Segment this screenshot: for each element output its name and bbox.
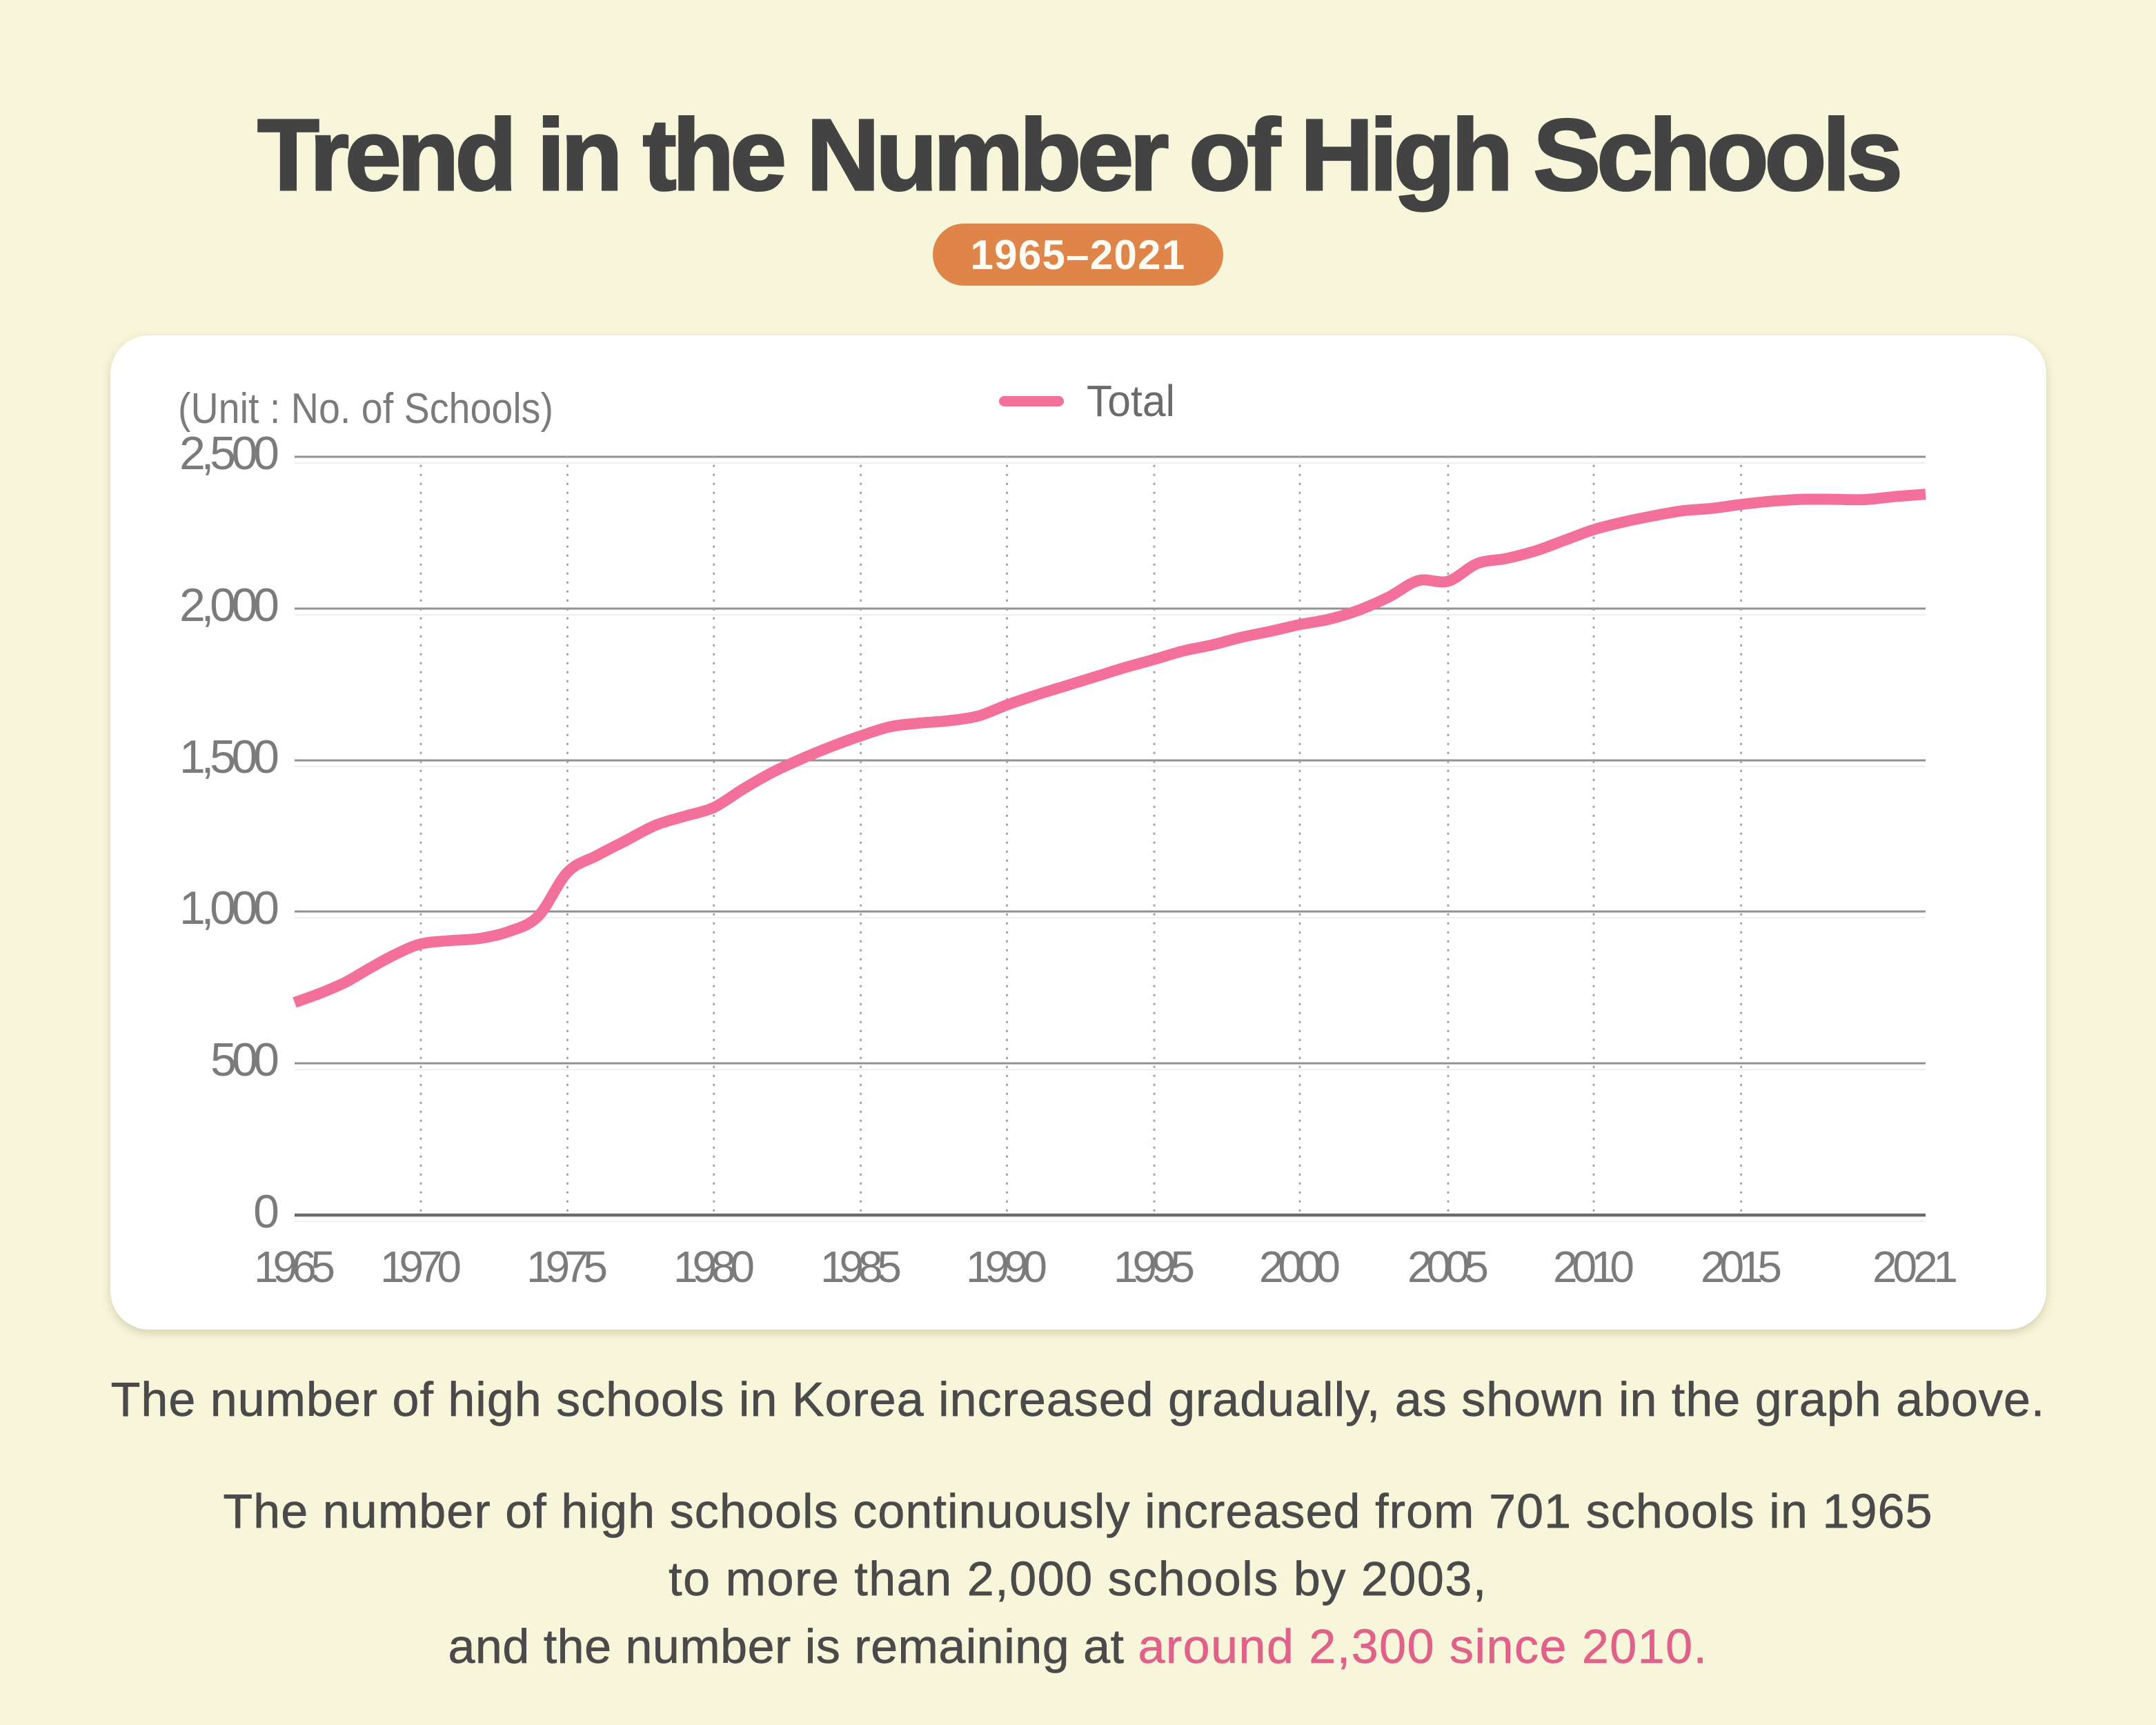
svg-text:1985: 1985	[820, 1242, 902, 1292]
svg-text:2000: 2000	[1259, 1242, 1341, 1292]
svg-text:1970: 1970	[380, 1242, 462, 1292]
svg-text:2,500: 2,500	[179, 427, 279, 480]
svg-text:2,000: 2,000	[179, 579, 279, 631]
svg-text:1965: 1965	[254, 1242, 335, 1292]
svg-text:1975: 1975	[526, 1242, 608, 1292]
svg-text:Total: Total	[1087, 376, 1175, 426]
svg-text:2015: 2015	[1701, 1242, 1782, 1292]
svg-text:1990: 1990	[966, 1242, 1047, 1292]
svg-text:2021: 2021	[1872, 1242, 1958, 1292]
svg-text:1,000: 1,000	[179, 882, 279, 934]
svg-text:(Unit : No. of Schools): (Unit : No. of Schools)	[178, 385, 553, 433]
svg-text:1995: 1995	[1114, 1242, 1195, 1292]
svg-text:1980: 1980	[673, 1242, 755, 1292]
svg-text:1,500: 1,500	[179, 731, 279, 783]
svg-text:2010: 2010	[1553, 1242, 1634, 1292]
svg-text:0: 0	[253, 1185, 279, 1238]
svg-text:2005: 2005	[1407, 1242, 1489, 1292]
svg-text:500: 500	[210, 1034, 279, 1086]
